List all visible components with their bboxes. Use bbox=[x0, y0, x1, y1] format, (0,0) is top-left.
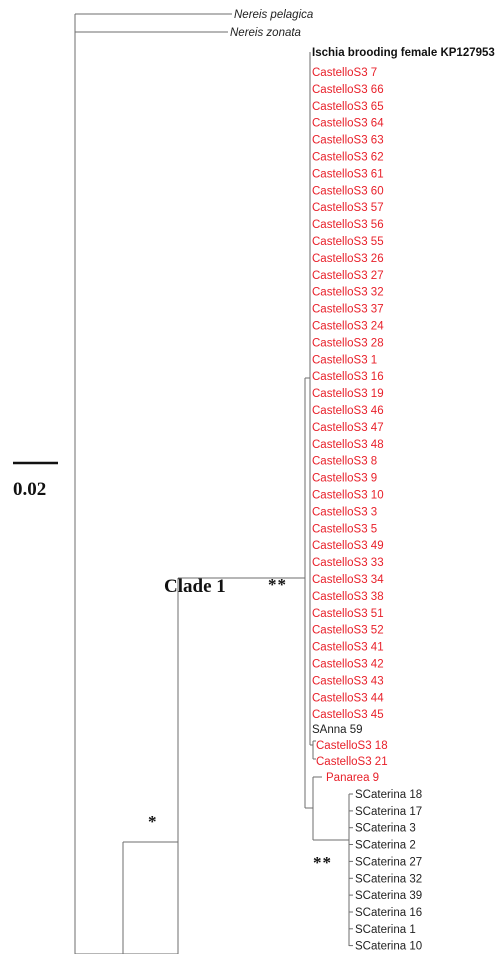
tip-label-panarea: Panarea 9 bbox=[326, 772, 379, 784]
tip-label-castello: CastelloS3 1 bbox=[312, 354, 377, 366]
tip-label-castello: CastelloS3 7 bbox=[312, 67, 377, 79]
tip-label-scaterina: SCaterina 1 bbox=[355, 924, 416, 936]
tip-label-castello: CastelloS3 37 bbox=[312, 304, 384, 316]
tip-label-castello: CastelloS3 56 bbox=[312, 219, 384, 231]
tip-label-castello-pair-1: CastelloS3 18 bbox=[316, 740, 388, 752]
tip-label-castello-pair-2: CastelloS3 21 bbox=[316, 756, 388, 768]
tip-label-castello: CastelloS3 64 bbox=[312, 118, 384, 130]
tip-label-castello: CastelloS3 44 bbox=[312, 692, 384, 704]
tip-label-scaterina: SCaterina 3 bbox=[355, 823, 416, 835]
tip-label-scaterina: SCaterina 16 bbox=[355, 907, 422, 919]
tip-label-castello: CastelloS3 55 bbox=[312, 236, 384, 248]
tip-label-castello: CastelloS3 27 bbox=[312, 270, 384, 282]
tip-label-castello: CastelloS3 19 bbox=[312, 388, 384, 400]
tip-label-castello: CastelloS3 42 bbox=[312, 659, 384, 671]
tip-label-castello: CastelloS3 38 bbox=[312, 591, 384, 603]
tip-label-castello: CastelloS3 26 bbox=[312, 253, 384, 265]
tip-label-castello: CastelloS3 28 bbox=[312, 337, 384, 349]
tip-label-castello: CastelloS3 8 bbox=[312, 456, 377, 468]
tip-label-castello: CastelloS3 61 bbox=[312, 168, 384, 180]
tip-label-scaterina: SCaterina 18 bbox=[355, 789, 422, 801]
tip-label-castello: CastelloS3 46 bbox=[312, 405, 384, 417]
tip-label-castello: CastelloS3 32 bbox=[312, 287, 384, 299]
tip-label-castello: CastelloS3 65 bbox=[312, 101, 384, 113]
tip-label-castello: CastelloS3 51 bbox=[312, 608, 384, 620]
tip-label-castello: CastelloS3 41 bbox=[312, 642, 384, 654]
tip-label-castello: CastelloS3 66 bbox=[312, 84, 384, 96]
tip-label-castello: CastelloS3 62 bbox=[312, 152, 384, 164]
tip-label-castello: CastelloS3 3 bbox=[312, 506, 377, 518]
tip-ticks bbox=[313, 740, 353, 947]
tip-label-castello: CastelloS3 16 bbox=[312, 371, 384, 383]
scale-bar-label: 0.02 bbox=[13, 479, 46, 500]
tip-label-scaterina: SCaterina 10 bbox=[355, 941, 422, 953]
tip-label-castello: CastelloS3 10 bbox=[312, 490, 384, 502]
tip-label-nereis-zonata: Nereis zonata bbox=[230, 27, 301, 39]
tip-label-castello: CastelloS3 43 bbox=[312, 675, 384, 687]
castello-labels: CastelloS3 7 CastelloS3 66 CastelloS3 65 Ca… bbox=[312, 67, 384, 721]
tip-label-castello: CastelloS3 45 bbox=[312, 709, 384, 721]
tip-label-castello: CastelloS3 34 bbox=[312, 574, 384, 586]
tip-label-scaterina: SCaterina 39 bbox=[355, 890, 422, 902]
tip-label-castello: CastelloS3 24 bbox=[312, 321, 384, 333]
tip-label-castello: CastelloS3 57 bbox=[312, 202, 384, 214]
scaterina-labels: SCaterina 18 SCaterina 17 SCaterina 3 SCate… bbox=[355, 789, 422, 953]
lower-support-label: ** bbox=[313, 853, 332, 872]
tip-label-castello: CastelloS3 5 bbox=[312, 523, 377, 535]
tip-label-scaterina: SCaterina 32 bbox=[355, 873, 422, 885]
clade-label: Clade 1 bbox=[164, 576, 226, 597]
tip-label-castello: CastelloS3 9 bbox=[312, 473, 377, 485]
tip-label-reference-taxon: Ischia brooding female KP127953 bbox=[312, 47, 495, 59]
tree-branches bbox=[74, 13, 350, 954]
tip-label-castello: CastelloS3 63 bbox=[312, 135, 384, 147]
tip-label-castello: CastelloS3 49 bbox=[312, 540, 384, 552]
tip-label-castello: CastelloS3 33 bbox=[312, 557, 384, 569]
tip-label-castello: CastelloS3 60 bbox=[312, 185, 384, 197]
clade-support-label: ** bbox=[268, 575, 287, 594]
tip-label-scaterina: SCaterina 2 bbox=[355, 840, 416, 852]
tip-label-castello: CastelloS3 48 bbox=[312, 439, 384, 451]
tip-label-sanna: SAnna 59 bbox=[312, 724, 363, 736]
tip-label-nereis-pelagica: Nereis pelagica bbox=[234, 9, 313, 21]
basal-support-label: * bbox=[148, 812, 157, 831]
tip-label-castello: CastelloS3 47 bbox=[312, 422, 384, 434]
tip-label-castello: CastelloS3 52 bbox=[312, 625, 384, 637]
tip-label-scaterina: SCaterina 27 bbox=[355, 856, 422, 868]
tip-label-scaterina: SCaterina 17 bbox=[355, 806, 422, 818]
